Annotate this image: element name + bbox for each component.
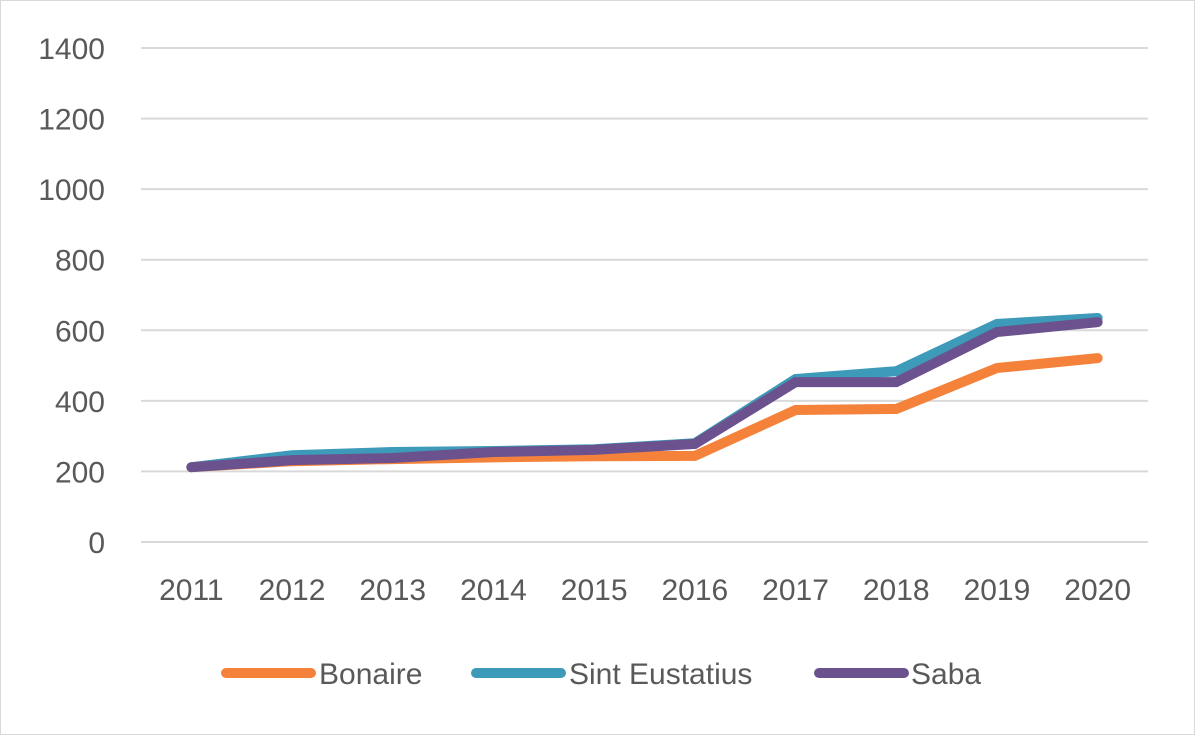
x-tick-label: 2011 xyxy=(159,574,224,607)
x-tick-label: 2014 xyxy=(460,574,527,607)
y-tick-label: 1400 xyxy=(38,33,105,66)
y-tick-label: 0 xyxy=(88,527,105,560)
x-tick-label: 2012 xyxy=(259,574,326,607)
y-tick-label: 800 xyxy=(55,245,105,278)
x-tick-label: 2013 xyxy=(359,574,426,607)
x-tick-label: 2016 xyxy=(661,574,728,607)
y-tick-label: 200 xyxy=(55,456,105,489)
x-tick-label: 2020 xyxy=(1064,574,1131,607)
x-tick-label: 2018 xyxy=(863,574,930,607)
y-tick-label: 400 xyxy=(55,386,105,419)
legend-label: Sint Eustatius xyxy=(569,658,752,691)
x-tick-label: 2019 xyxy=(964,574,1031,607)
x-tick-label: 2017 xyxy=(762,574,829,607)
y-tick-label: 1200 xyxy=(38,104,105,137)
y-tick-label: 1000 xyxy=(38,174,105,207)
x-tick-label: 2015 xyxy=(561,574,628,607)
y-tick-label: 600 xyxy=(55,315,105,348)
legend-label: Saba xyxy=(911,658,981,691)
legend-label: Bonaire xyxy=(319,658,422,691)
